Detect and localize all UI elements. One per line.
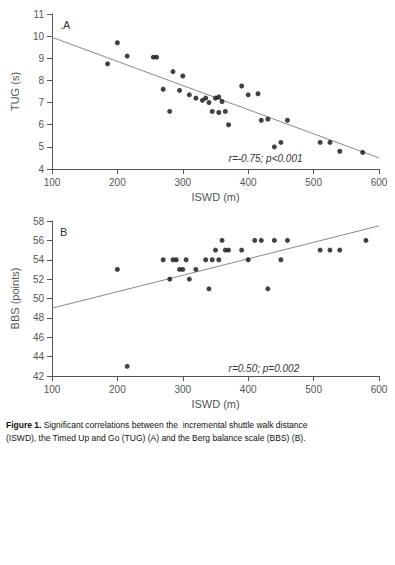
svg-text:400: 400 bbox=[240, 384, 257, 395]
svg-text:r=-0.75; p<0.001: r=-0.75; p<0.001 bbox=[229, 153, 303, 164]
svg-text:500: 500 bbox=[305, 384, 322, 395]
svg-text:9: 9 bbox=[38, 53, 44, 64]
svg-text:BBS (points): BBS (points) bbox=[9, 268, 21, 330]
svg-text:TUG (s): TUG (s) bbox=[9, 72, 21, 111]
svg-text:50: 50 bbox=[33, 293, 45, 304]
svg-text:10: 10 bbox=[33, 31, 45, 42]
svg-text:B: B bbox=[60, 226, 67, 238]
svg-text:600: 600 bbox=[371, 177, 388, 188]
svg-text:44: 44 bbox=[33, 351, 45, 362]
svg-text:42: 42 bbox=[33, 371, 45, 382]
svg-text:100: 100 bbox=[44, 384, 61, 395]
svg-text:6: 6 bbox=[38, 119, 44, 130]
svg-text:600: 600 bbox=[371, 384, 388, 395]
svg-text:100: 100 bbox=[44, 177, 61, 188]
svg-text:8: 8 bbox=[38, 75, 44, 86]
svg-text:Significant correlations betwe: Significant correlations between the inc… bbox=[41, 420, 307, 430]
svg-text:200: 200 bbox=[109, 384, 126, 395]
svg-text:52: 52 bbox=[33, 274, 45, 285]
svg-text:58: 58 bbox=[33, 216, 45, 227]
svg-text:7: 7 bbox=[38, 97, 44, 108]
svg-text:5: 5 bbox=[38, 141, 44, 152]
svg-text:56: 56 bbox=[33, 235, 45, 246]
svg-text:ISWD (m): ISWD (m) bbox=[191, 398, 239, 410]
svg-text:300: 300 bbox=[174, 384, 191, 395]
svg-text:54: 54 bbox=[33, 254, 45, 265]
svg-text:400: 400 bbox=[240, 177, 257, 188]
svg-text:500: 500 bbox=[305, 177, 322, 188]
svg-text:11: 11 bbox=[34, 9, 45, 20]
svg-text:(ISWD), the Timed Up and Go (T: (ISWD), the Timed Up and Go (TUG) (A) an… bbox=[6, 433, 306, 443]
svg-text:200: 200 bbox=[109, 177, 126, 188]
svg-text:ISWD (m): ISWD (m) bbox=[191, 191, 239, 203]
svg-text:4: 4 bbox=[38, 164, 44, 175]
svg-text:Figure 1.: Figure 1. bbox=[6, 420, 41, 430]
svg-text:48: 48 bbox=[33, 312, 45, 323]
svg-text:.A: .A bbox=[60, 19, 71, 31]
svg-text:r=0.50; p=0.002: r=0.50; p=0.002 bbox=[229, 363, 300, 374]
svg-text:300: 300 bbox=[174, 177, 191, 188]
svg-text:46: 46 bbox=[33, 332, 45, 343]
